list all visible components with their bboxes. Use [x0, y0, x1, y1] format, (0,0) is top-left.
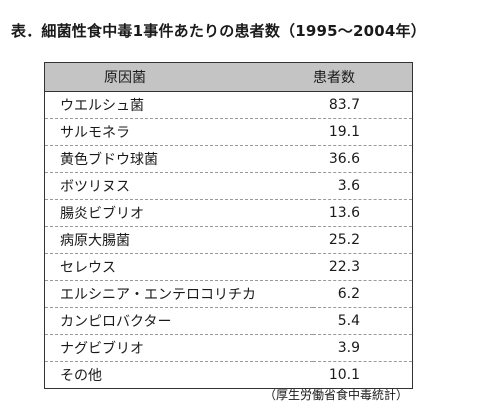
page-title: 表．細菌性食中毒1事件あたりの患者数（1995〜2004年）	[11, 22, 426, 40]
table-row: カンピロバクター 5.4	[45, 307, 412, 335]
table-row: セレウス 22.3	[45, 253, 412, 281]
patient-count: 36.6	[313, 145, 412, 173]
patient-count: 3.9	[313, 334, 412, 362]
patient-count: 83.7	[313, 91, 412, 119]
pathogen-name: カンピロバクター	[45, 307, 313, 335]
patient-count: 10.1	[328, 367, 360, 383]
table-row: ウエルシュ菌 83.7	[45, 91, 412, 119]
table-row: 病原大腸菌 25.2	[45, 226, 412, 254]
table-row: その他 10.1	[45, 362, 412, 389]
patient-count: 3.6	[313, 172, 412, 200]
pathogen-name: ボツリヌス	[45, 172, 313, 200]
pathogen-name: その他	[60, 368, 102, 384]
column-header-pathogen: 原因菌	[45, 63, 313, 92]
pathogen-name: 黄色ブドウ球菌	[45, 145, 313, 173]
data-table: 原因菌 患者数 ウエルシュ菌 83.7 サルモネラ 19.1 黄色ブドウ球菌 3…	[45, 63, 412, 388]
pathogen-name: 病原大腸菌	[45, 226, 313, 254]
pathogen-name: 腸炎ビブリオ	[45, 199, 313, 227]
pathogen-name: セレウス	[45, 253, 313, 281]
column-header-patient-count: 患者数	[313, 63, 412, 92]
pathogen-name: エルシニア・エンテロコリチカ	[45, 280, 313, 308]
pathogen-name: ナグビブリオ	[45, 334, 313, 362]
table-row: エルシニア・エンテロコリチカ 6.2	[45, 280, 412, 308]
table-row: 腸炎ビブリオ 13.6	[45, 199, 412, 227]
source-note: （厚生労働省食中毒統計）	[264, 388, 409, 402]
table-row: サルモネラ 19.1	[45, 118, 412, 146]
data-table-container: 原因菌 患者数 ウエルシュ菌 83.7 サルモネラ 19.1 黄色ブドウ球菌 3…	[44, 62, 413, 389]
table-row: ナグビブリオ 3.9	[45, 334, 412, 362]
patient-count: 6.2	[313, 280, 412, 308]
table-header-row: 原因菌 患者数	[45, 63, 412, 92]
patient-count: 22.3	[313, 253, 412, 281]
patient-count: 13.6	[313, 199, 412, 227]
patient-count: 19.1	[313, 118, 412, 146]
table-row: ボツリヌス 3.6	[45, 172, 412, 200]
pathogen-name: サルモネラ	[45, 118, 313, 146]
patient-count: 5.4	[313, 307, 412, 335]
table-row: 黄色ブドウ球菌 36.6	[45, 145, 412, 173]
patient-count: 25.2	[313, 226, 412, 254]
pathogen-name: ウエルシュ菌	[45, 91, 313, 119]
